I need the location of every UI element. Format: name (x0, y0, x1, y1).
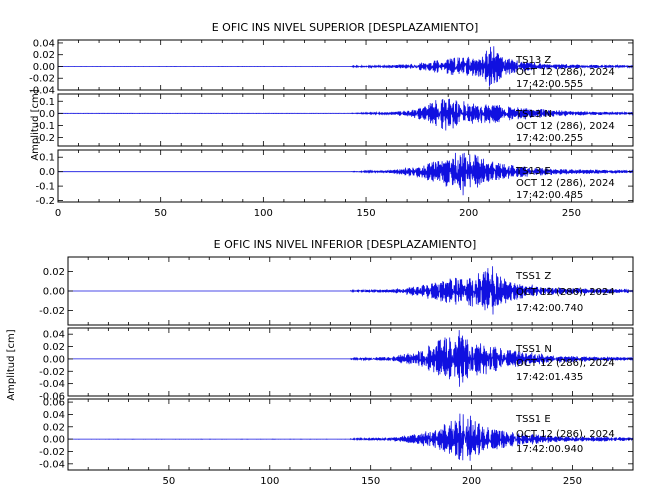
y-tick-label: 0.02 (43, 422, 65, 433)
y-tick-label: 0.0 (39, 167, 55, 178)
y-tick-label: -0.02 (39, 447, 65, 458)
y-tick-label: -0.04 (39, 459, 65, 470)
station-label: TSS1 Z (515, 271, 551, 282)
y-axis-ticks: -0.2-0.10.00.1 (35, 97, 633, 144)
y-tick-label: 0.02 (33, 50, 55, 61)
station-label: TS13 Z (515, 55, 551, 66)
x-tick-label: 50 (163, 476, 176, 487)
trace-ts13-n (57, 98, 634, 131)
station-date: OCT 12 (286), 2024 (516, 287, 615, 298)
lower-panel-e: -0.04-0.020.00 0.020.040.06 TSS1 E OCT 12… (39, 398, 634, 471)
y-tick-label: 0.00 (33, 62, 55, 73)
trace-tss1-n (68, 330, 634, 387)
y-tick-label: 0.02 (43, 267, 65, 278)
x-tick-label: 150 (361, 476, 380, 487)
lower-panel-n: -0.06 -0.04-0.02 0.000.020.04 TSS1 N OCT 1… (39, 327, 634, 403)
y-tick-label: -0.04 (39, 379, 65, 390)
y-axis-ticks: -0.04-0.020.00 0.020.040.06 (39, 398, 633, 470)
x-tick-label: 100 (260, 476, 279, 487)
y-axis-ticks: -0.04-0.020.000.020.04 (29, 38, 633, 97)
y-axis-ticks: -0.06 -0.04-0.02 0.000.020.04 (39, 330, 633, 403)
y-tick-label: -0.06 (39, 392, 65, 403)
station-time: 17:42:00.940 (516, 444, 583, 455)
upper-ylabel: Amplitud [cm] (30, 89, 41, 160)
lower-title: E OFIC INS NIVEL INFERIOR [DESPLAZAMIENT… (214, 238, 477, 251)
trace-tss1-e (68, 413, 633, 461)
y-axis-ticks: -0.02 0.00 0.02 (39, 267, 633, 317)
trace-tss1-z (68, 266, 634, 315)
station-label: TSS1 N (515, 344, 552, 355)
y-tick-label: 0.00 (43, 354, 65, 365)
station-time: 17:42:01.435 (516, 372, 583, 383)
lower-panel-z: -0.020.000.02 TSS1 Z OCT 12 (286), 2024 … (39, 256, 634, 326)
y-tick-label: -0.2 (35, 196, 55, 207)
y-tick-label: -0.02 (39, 367, 65, 378)
upper-x-axis: 0 50 100 150 200 250 (55, 40, 634, 219)
y-tick-label: 0.00 (43, 435, 65, 446)
upper-panel-e: -0.2 -0.1 0.0 0.1 TS13 E OCT 12 (286), 2024… (35, 149, 634, 207)
y-tick-label: 0.04 (43, 410, 65, 421)
x-tick-label: 200 (459, 208, 478, 219)
upper-title: E OFIC INS NIVEL SUPERIOR [DESPLAZAMIENT… (212, 21, 479, 34)
station-time: 17:42:00.485 (516, 190, 583, 201)
station-date: OCT 12 (286), 2024 (516, 121, 615, 132)
upper-panel-n: -0.2-0.10.00.1 TS13 N OCT 12 (286), 2024… (35, 93, 634, 147)
y-tick-label: 0.0 (39, 109, 55, 120)
station-date: OCT 12 (286), 2024 (516, 67, 615, 78)
station-time: 17:42:00.555 (516, 79, 583, 90)
trace-ts13-z (57, 46, 634, 87)
station-time: 17:42:00.255 (516, 133, 583, 144)
y-tick-label: -0.1 (35, 182, 55, 193)
x-tick-label: 50 (154, 208, 167, 219)
x-tick-label: 200 (462, 476, 481, 487)
y-axis-ticks: -0.2 -0.1 0.0 0.1 (35, 153, 633, 207)
station-date: OCT 12 (286), 2024 (516, 358, 615, 369)
station-label: TS13 E (515, 166, 551, 177)
upper-plot-group: E OFIC INS NIVEL SUPERIOR [DESPLAZAMIENT… (29, 21, 634, 219)
x-tick-label: 250 (563, 476, 582, 487)
x-tick-label: 100 (254, 208, 273, 219)
lower-ylabel: Amplitud [cm] (6, 329, 17, 400)
y-tick-label: 0.04 (43, 330, 65, 341)
y-tick-label: 0.06 (43, 398, 65, 409)
y-tick-label: -0.04 (29, 86, 55, 97)
y-tick-label: -0.1 (35, 121, 55, 132)
y-tick-label: 0.02 (43, 342, 65, 353)
station-date: OCT 12 (286), 2024 (516, 429, 615, 440)
lower-plot-group: E OFIC INS NIVEL INFERIOR [DESPLAZAMIENT… (6, 238, 634, 487)
station-label: TSS1 E (515, 414, 551, 425)
trace-ts13-e (58, 152, 634, 196)
y-tick-label: 0.1 (39, 97, 55, 108)
station-date: OCT 12 (286), 2024 (516, 178, 615, 189)
y-tick-label: 0.04 (33, 38, 55, 49)
station-label: TS13 N (515, 109, 552, 120)
y-tick-label: -0.2 (35, 133, 55, 144)
y-tick-label: -0.02 (29, 74, 55, 85)
x-tick-label: 150 (356, 208, 375, 219)
y-tick-label: -0.02 (39, 306, 65, 317)
x-tick-label: 250 (562, 208, 581, 219)
x-tick-label: 0 (55, 208, 61, 219)
y-tick-label: 0.00 (43, 287, 65, 298)
station-time: 17:42:00.740 (516, 303, 583, 314)
y-tick-label: 0.1 (39, 153, 55, 164)
lower-x-axis: 50 100 150 200 250 (67, 257, 634, 487)
